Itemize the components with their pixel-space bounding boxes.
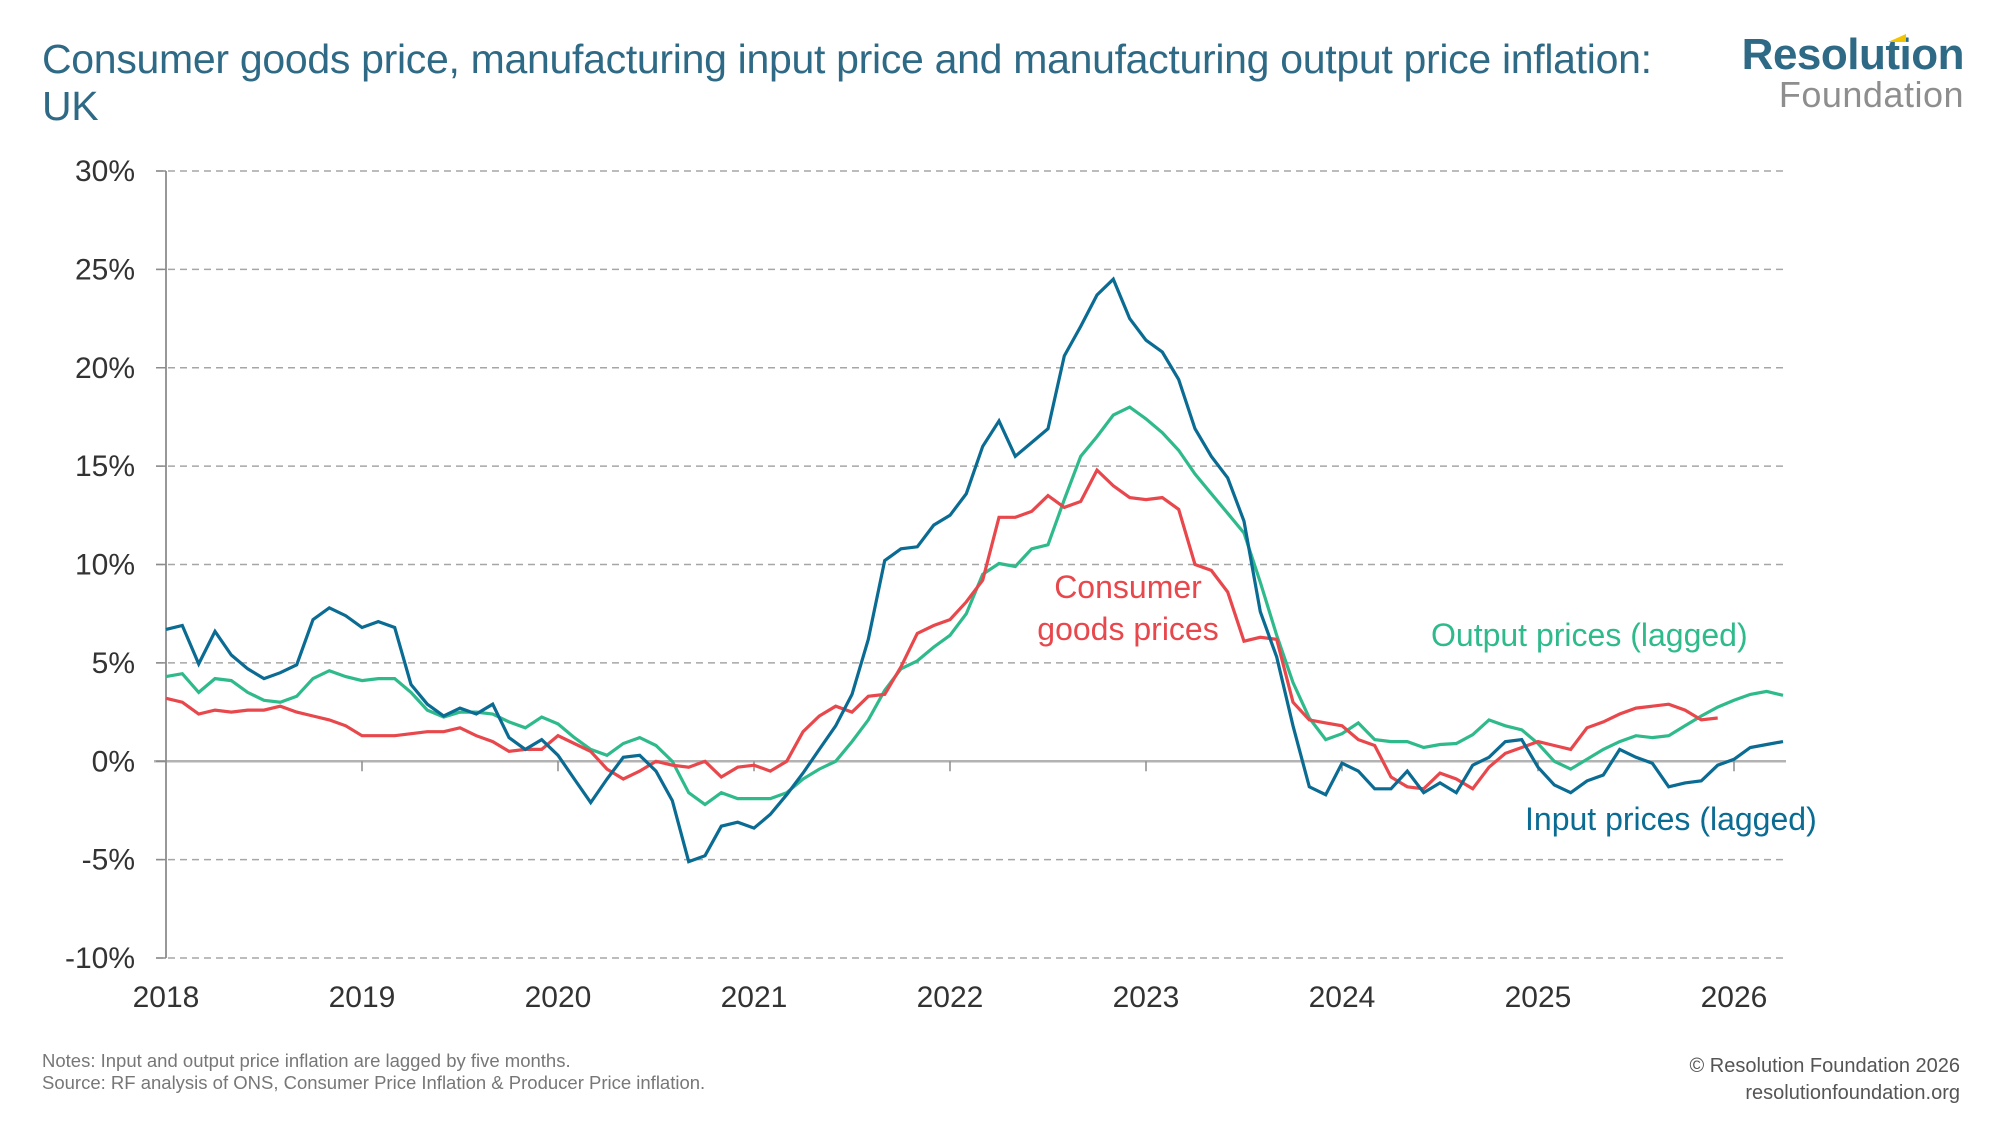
- website-link[interactable]: resolutionfoundation.org: [1745, 1082, 1960, 1104]
- series-lines: [165, 276, 1784, 864]
- x-axis-tick-labels: 2018 2019 2020 2021 2022 2023 2024 2025 2026: [133, 981, 1768, 1014]
- logo-accent-icon: [1888, 34, 1906, 42]
- series-labels: Consumer goods prices Output prices (lagge…: [1037, 569, 1816, 837]
- logo-wordmark-main: Resolution: [1742, 33, 1965, 77]
- y-tick-label: 25%: [75, 253, 135, 286]
- y-tick-label: 5%: [92, 647, 135, 680]
- gridlines: [156, 170, 1786, 959]
- x-tick-label: 2018: [133, 981, 200, 1014]
- y-tick-label: 0%: [92, 745, 135, 778]
- series-line-consumer: [165, 467, 1718, 791]
- series-label-consumer: goods prices: [1037, 611, 1218, 647]
- series-label-consumer: Consumer: [1054, 569, 1202, 605]
- resolution-foundation-logo: Resolution Foundation: [1742, 33, 1965, 115]
- axes: [154, 170, 1786, 959]
- chart-title: Consumer goods price, manufacturing inpu…: [42, 36, 1652, 129]
- y-tick-label: -5%: [82, 844, 135, 877]
- notes-text: Notes: Input and output price inflation …: [42, 1050, 571, 1071]
- y-tick-label: -10%: [65, 942, 135, 975]
- source-text: Source: RF analysis of ONS, Consumer Pri…: [42, 1072, 706, 1093]
- y-tick-label: 15%: [75, 450, 135, 483]
- y-tick-label: 20%: [75, 352, 135, 385]
- copyright-text: © Resolution Foundation 2026: [1689, 1055, 1960, 1077]
- footer-notes: Notes: Input and output price inflation …: [42, 1050, 705, 1094]
- logo-wordmark-sub: Foundation: [1778, 74, 1964, 115]
- x-tick-label: 2026: [1701, 981, 1768, 1014]
- y-tick-label: 30%: [75, 155, 135, 188]
- logo-main-text: Resolution: [1741, 30, 1965, 79]
- x-tick-label: 2020: [525, 981, 592, 1014]
- y-tick-label: 10%: [75, 549, 135, 582]
- x-tick-label: 2022: [917, 981, 984, 1014]
- x-tick-label: 2021: [721, 981, 788, 1014]
- x-tick-label: 2025: [1505, 981, 1572, 1014]
- series-label-input: Input prices (lagged): [1525, 801, 1817, 837]
- y-axis-tick-labels: -10% -5% 0% 5% 10% 15% 20% 25% 30%: [65, 155, 135, 975]
- series-line-output: [165, 405, 1784, 807]
- footer-credits: © Resolution Foundation 2026 resolutionf…: [1690, 1053, 1960, 1107]
- series-label-output: Output prices (lagged): [1431, 617, 1748, 653]
- x-tick-label: 2024: [1309, 981, 1376, 1014]
- series-line-input: [165, 276, 1784, 864]
- x-tick-label: 2023: [1113, 981, 1180, 1014]
- x-tick-label: 2019: [329, 981, 396, 1014]
